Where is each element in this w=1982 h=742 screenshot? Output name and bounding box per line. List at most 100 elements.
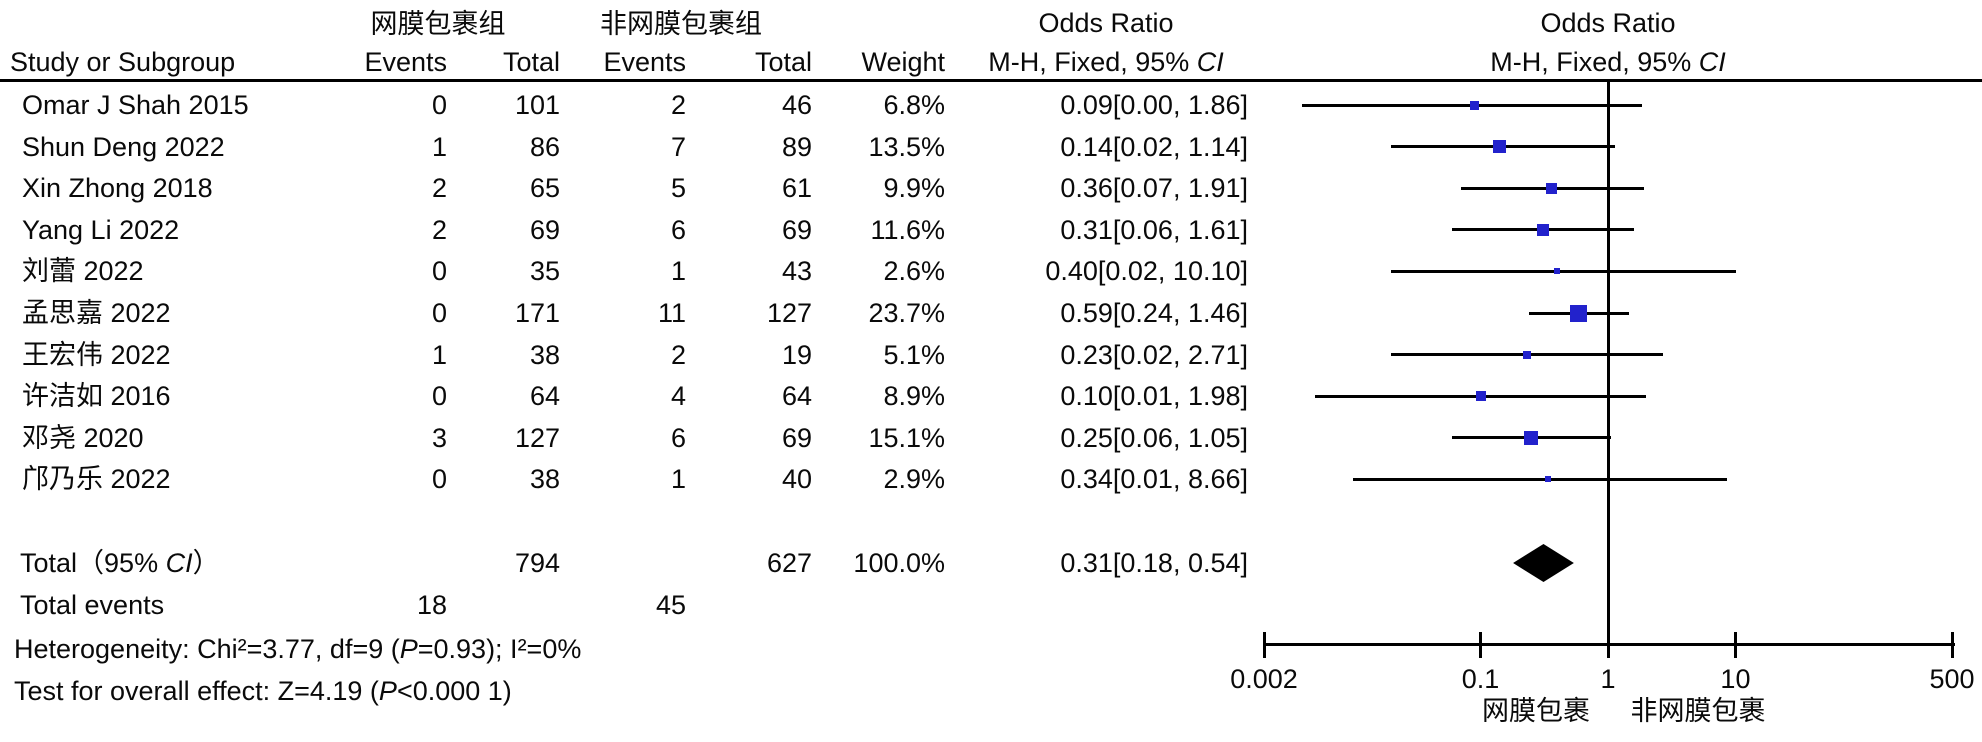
study-e2: 4 (670, 381, 686, 412)
study-t1: 127 (514, 422, 560, 453)
study-e2: 5 (670, 173, 686, 204)
study-or_text: 0.23[0.02, 2.71] (1060, 339, 1248, 370)
study-t2: 89 (781, 131, 812, 162)
study-e2: 1 (670, 256, 686, 287)
study-weight: 6.8% (883, 90, 945, 120)
study-or_text: 0.25[0.06, 1.05] (1060, 422, 1248, 453)
study-t2: 69 (781, 422, 812, 453)
study-t2: 61 (781, 173, 812, 204)
total-weight: 100.0% (853, 548, 945, 578)
study-e1: 3 (431, 422, 447, 453)
study-e2: 6 (670, 422, 686, 453)
total-events-group2: 45 (655, 590, 686, 620)
study-t2: 46 (781, 90, 812, 120)
favours-right-label: 非网膜包裹 (1630, 696, 1766, 726)
study-e1: 2 (431, 173, 447, 204)
x-axis-tick-label: 10 (1720, 664, 1751, 694)
x-axis-tick-label: 500 (1929, 664, 1975, 694)
effect-marker (1492, 140, 1506, 154)
x-axis-line (1264, 643, 1955, 646)
study-e2: 6 (670, 214, 686, 245)
x-axis-tick-label: 0.002 (1230, 664, 1298, 694)
study-weight: 5.1% (883, 339, 945, 370)
no-effect-line (1607, 82, 1610, 645)
x-axis-tick (1606, 632, 1610, 658)
study-t1: 101 (514, 90, 560, 120)
study-weight: 2.9% (883, 464, 945, 495)
study-name: 孟思嘉 2022 (22, 298, 171, 328)
study-e1: 0 (431, 90, 447, 120)
heterogeneity-note: Heterogeneity: Chi²=3.77, df=9 (P=0.93);… (14, 634, 582, 664)
x-axis-tick (1733, 632, 1737, 658)
study-name: 王宏伟 2022 (22, 339, 171, 370)
study-weight: 23.7% (868, 298, 945, 328)
total-or-ci: 0.31[0.18, 0.54] (1060, 548, 1248, 578)
study-t2: 40 (781, 464, 812, 495)
study-e2: 2 (670, 339, 686, 370)
effect-marker (1570, 304, 1588, 322)
study-weight: 11.6% (870, 214, 945, 245)
study-name: Yang Li 2022 (22, 214, 180, 245)
study-e1: 1 (431, 131, 447, 162)
study-t2: 127 (766, 298, 812, 328)
study-e2: 1 (670, 464, 686, 495)
effect-marker (1554, 268, 1561, 275)
study-e1: 0 (431, 464, 447, 495)
study-t2: 19 (781, 339, 812, 370)
total-t2: 627 (766, 548, 812, 578)
study-t1: 35 (529, 256, 560, 287)
effect-marker (1524, 430, 1539, 445)
study-or_text: 0.59[0.24, 1.46] (1060, 298, 1248, 328)
study-or_text: 0.36[0.07, 1.91] (1060, 173, 1248, 204)
x-axis-tick-label: 1 (1600, 664, 1616, 694)
study-e2: 7 (670, 131, 686, 162)
study-or_text: 0.14[0.02, 1.14] (1060, 131, 1248, 162)
total1-column-header: Total (502, 47, 560, 77)
study-e2: 11 (657, 298, 686, 328)
x-axis-tick (1479, 632, 1483, 658)
study-name: Xin Zhong 2018 (22, 173, 213, 204)
study-or_text: 0.34[0.01, 8.66] (1060, 464, 1248, 495)
study-weight: 2.6% (883, 256, 945, 287)
weight-column-header: Weight (861, 47, 945, 77)
pooled-effect-diamond (1513, 544, 1574, 582)
study-t2: 64 (781, 381, 812, 412)
odds-ratio-column-title: Odds Ratio (1038, 8, 1174, 38)
study-column-header: Study or Subgroup (10, 47, 236, 77)
effect-marker (1545, 476, 1552, 483)
study-t1: 38 (529, 464, 560, 495)
ci-line (1353, 477, 1728, 481)
study-e1: 1 (431, 339, 447, 370)
overall-effect-note: Test for overall effect: Z=4.19 (P<0.000… (14, 676, 512, 706)
total-events-label: Total events (20, 590, 165, 620)
study-or_text: 0.31[0.06, 1.61] (1060, 214, 1248, 245)
study-t1: 38 (529, 339, 560, 370)
study-e1: 0 (431, 381, 447, 412)
study-name: 许洁如 2016 (22, 381, 171, 412)
effect-marker (1545, 182, 1557, 194)
study-weight: 8.9% (883, 381, 945, 412)
study-t2: 69 (781, 214, 812, 245)
events2-column-header: Events (603, 47, 686, 77)
x-axis-tick (1262, 632, 1266, 658)
total-t1: 794 (514, 548, 560, 578)
favours-left-label: 网膜包裹 (1482, 696, 1590, 726)
study-t1: 86 (529, 131, 560, 162)
study-name: Shun Deng 2022 (22, 131, 225, 162)
study-e1: 0 (431, 256, 447, 287)
total-row-label: Total（95% CI） (20, 548, 220, 578)
x-axis-tick (1950, 632, 1954, 658)
study-name: 邝乃乐 2022 (22, 464, 171, 495)
study-name: Omar J Shah 2015 (22, 90, 249, 120)
mh-fixed-ci-plot-header: M-H, Fixed, 95% CI (1490, 47, 1726, 77)
header-separator-line (0, 79, 1982, 82)
total2-column-header: Total (754, 47, 812, 77)
study-t2: 43 (781, 256, 812, 287)
study-e2: 2 (670, 90, 686, 120)
study-t1: 171 (514, 298, 560, 328)
study-weight: 15.1% (868, 422, 945, 453)
effect-marker (1475, 391, 1486, 402)
effect-marker (1522, 350, 1531, 359)
study-or_text: 0.09[0.00, 1.86] (1060, 90, 1248, 120)
